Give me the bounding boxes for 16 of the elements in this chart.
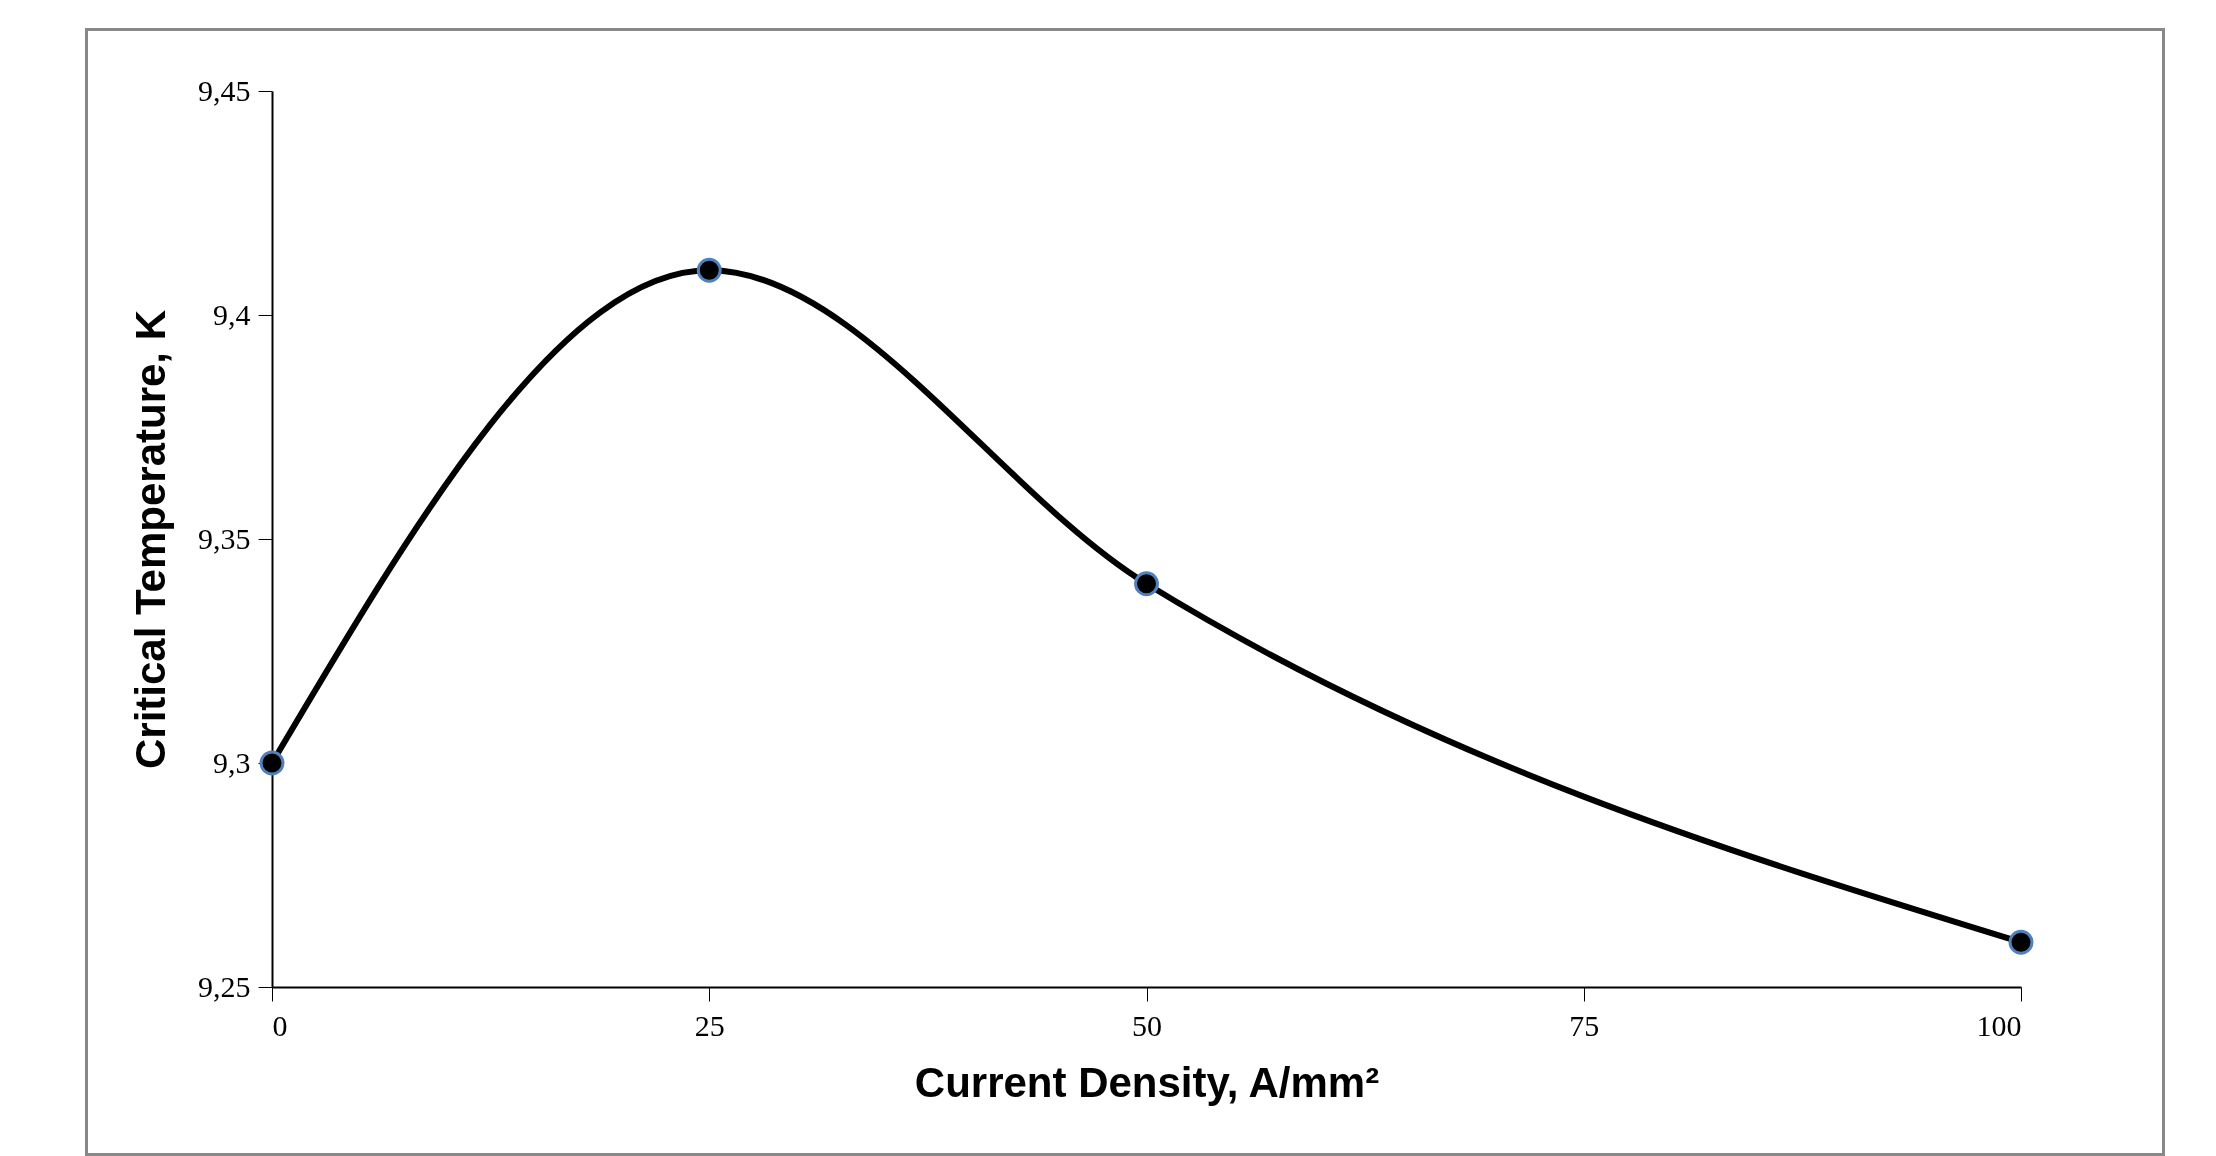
y-axis-title: Critical Temperature, K [127, 309, 174, 770]
y-tick-label: 9,25 [198, 969, 251, 1003]
x-tick-label: 25 [694, 1008, 725, 1042]
x-tick-label: 50 [1132, 1008, 1162, 1042]
point [2008, 929, 2034, 955]
y-tick-label: 9,4 [213, 297, 251, 331]
x-tick-label: 0 [272, 1008, 288, 1042]
point [696, 257, 722, 283]
y-tick-label: 9,45 [198, 73, 251, 107]
x-tick-label: 75 [1569, 1008, 1600, 1042]
point [1134, 571, 1159, 597]
x-axis-title: Current Density, A/mm² [914, 1058, 1380, 1106]
y-tick-label: 9,3 [213, 745, 251, 779]
x-tick-label: 100 [1976, 1008, 2022, 1042]
y-tick-label: 9,35 [198, 521, 251, 555]
point [259, 750, 285, 776]
